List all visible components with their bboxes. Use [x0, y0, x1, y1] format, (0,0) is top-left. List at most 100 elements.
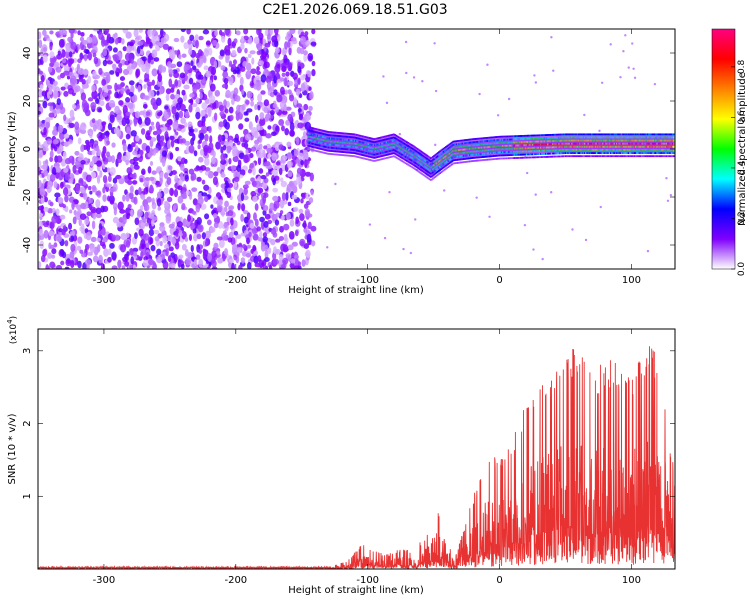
heatmap-cell: [442, 157, 445, 159]
heatmap-cell: [470, 141, 472, 144]
heatmap-cell: [549, 143, 552, 146]
heatmap-cell: [383, 135, 386, 138]
heatmap-cell: [339, 135, 342, 138]
heatmap-cell: [129, 173, 136, 178]
heatmap-cell: [555, 136, 558, 139]
heatmap-cell: [260, 175, 267, 180]
heatmap-cell: [125, 133, 131, 140]
heatmap-cell: [89, 190, 93, 195]
heatmap-cell: [227, 210, 234, 217]
heatmap-cell: [133, 164, 140, 170]
heatmap-cell: [575, 155, 578, 158]
heatmap-cell: [584, 133, 586, 136]
heatmap-cell: [191, 103, 198, 108]
heatmap-cell: [381, 136, 383, 139]
heatmap-cell: [593, 136, 596, 139]
heatmap-cell: [402, 157, 405, 160]
heatmap-cell: [116, 221, 123, 228]
heatmap-cell: [472, 147, 475, 150]
heatmap-cell: [619, 136, 622, 139]
heatmap-cell: [428, 165, 431, 168]
heatmap-cell: [449, 145, 452, 148]
heatmap-cell: [77, 260, 82, 269]
heatmap-cell: [600, 136, 603, 139]
heatmap-cell: [575, 152, 578, 154]
heatmap-cell: [404, 149, 407, 152]
heatmap-cell: [535, 147, 538, 149]
heatmap-cell: [264, 249, 269, 259]
heatmap-cell: [197, 224, 204, 233]
heatmap-cell: [574, 155, 577, 158]
heatmap-cell: [496, 151, 498, 154]
heatmap-cell: [363, 157, 366, 160]
heatmap-cell: [350, 151, 352, 154]
heatmap-cell: [344, 138, 347, 141]
heatmap-cell: [560, 155, 563, 158]
heatmap-cell: [68, 51, 73, 58]
heatmap-cell: [607, 145, 610, 148]
heatmap-cell: [580, 155, 583, 158]
heatmap-cell: [201, 93, 208, 101]
heatmap-cell: [605, 139, 608, 142]
heatmap-cell: [114, 91, 120, 99]
heatmap-cell: [532, 156, 535, 159]
heatmap-cell: [559, 155, 561, 158]
heatmap-cell: [197, 196, 204, 205]
heatmap-cell: [85, 141, 93, 148]
heatmap-cell: [49, 30, 54, 35]
heatmap-cell: [401, 160, 404, 162]
heatmap-cell: [303, 220, 307, 229]
heatmap-cell: [75, 184, 80, 193]
heatmap-cell: [419, 149, 421, 152]
heatmap-cell: [604, 145, 607, 148]
heatmap-cell: [107, 174, 112, 183]
heatmap-cell: [617, 139, 620, 142]
heatmap-cell: [53, 125, 57, 131]
heatmap-cell: [59, 181, 64, 189]
heatmap-cell: [360, 147, 363, 150]
heatmap-cell: [561, 146, 564, 148]
heatmap-cell: [331, 140, 334, 143]
heatmap-cell: [307, 138, 310, 141]
heatmap-cell: [164, 113, 170, 120]
heatmap-cell: [509, 157, 512, 160]
heatmap-cell: [241, 89, 245, 96]
heatmap-cell: [411, 163, 414, 166]
heatmap-cell: [382, 142, 385, 145]
heatmap-cell: [254, 139, 260, 145]
heatmap-cell: [554, 149, 557, 152]
heatmap-cell: [322, 142, 325, 145]
heatmap-cell: [340, 141, 343, 144]
heatmap-cell: [375, 137, 377, 140]
heatmap-cell: [220, 153, 226, 162]
heatmap-cell: [320, 151, 323, 154]
heatmap-cell: [460, 139, 463, 142]
heatmap-cell: [240, 42, 245, 50]
heatmap-cell: [438, 160, 440, 163]
heatmap-cell: [130, 256, 134, 265]
heatmap-cell: [446, 154, 449, 157]
heatmap-cell: [544, 156, 547, 158]
heatmap-cell: [415, 147, 418, 150]
heatmap-cell: [466, 138, 469, 141]
heatmap-cell: [363, 142, 366, 144]
heatmap-cell: [177, 97, 184, 105]
heatmap-cell: [464, 157, 466, 160]
heatmap-cell: [566, 133, 569, 136]
heatmap-cell: [271, 152, 277, 162]
heatmap-cell: [319, 147, 322, 150]
heatmap-cell: [308, 129, 311, 132]
heatmap-cell: [68, 62, 72, 68]
heatmap-cell: [389, 153, 392, 155]
heatmap-cell: [319, 144, 322, 147]
heatmap-cell: [266, 147, 273, 153]
heatmap-cell: [157, 206, 161, 211]
heatmap-cell: [331, 137, 334, 140]
heatmap-cell: [397, 139, 400, 142]
heatmap-cell: [252, 195, 258, 203]
heatmap-cell: [324, 149, 326, 151]
heatmap-cell: [560, 139, 563, 142]
heatmap-cell: [584, 149, 586, 151]
heatmap-cell: [402, 160, 405, 163]
heatmap-cell: [312, 127, 315, 130]
